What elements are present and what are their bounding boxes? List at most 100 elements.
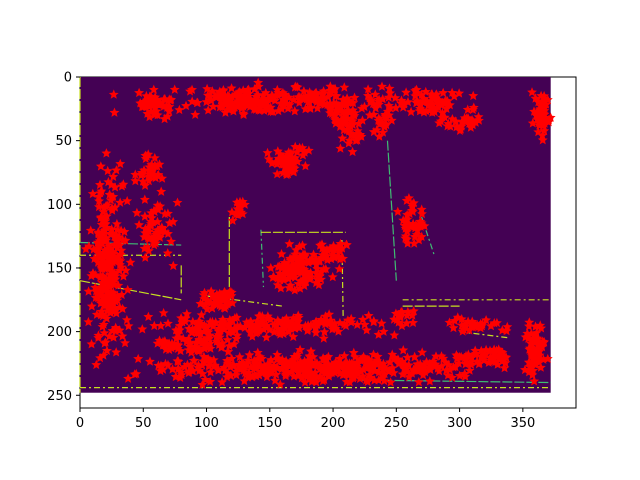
star-marker (302, 371, 312, 381)
star-marker (109, 107, 120, 117)
star-marker (117, 331, 128, 341)
star-marker (335, 361, 346, 372)
star-marker (93, 332, 104, 343)
star-marker (415, 359, 426, 369)
star-marker (402, 234, 412, 244)
star-marker (137, 169, 148, 179)
star-marker (196, 318, 206, 329)
star-marker (536, 101, 547, 111)
star-marker (106, 288, 117, 299)
star-marker (412, 365, 423, 376)
star-marker (146, 167, 157, 177)
star-marker (524, 344, 535, 354)
star-marker (164, 344, 175, 355)
star-marker (273, 317, 284, 327)
star-marker (453, 358, 464, 368)
star-marker (300, 377, 310, 387)
star-marker (201, 322, 212, 333)
star-marker (534, 350, 545, 360)
star-marker (352, 135, 363, 145)
star-marker (323, 91, 334, 102)
star-marker (366, 94, 377, 105)
star-marker (223, 346, 234, 356)
star-marker (305, 91, 316, 102)
star-marker (146, 207, 157, 218)
star-marker (486, 320, 496, 331)
star-marker (262, 313, 273, 323)
star-marker (224, 318, 234, 329)
star-marker (349, 359, 359, 370)
star-marker (416, 204, 427, 214)
star-marker (460, 319, 471, 329)
star-marker (225, 370, 236, 381)
star-marker (466, 352, 477, 362)
star-marker (237, 102, 247, 112)
star-marker (261, 362, 272, 372)
star-marker (468, 104, 478, 114)
star-marker (294, 241, 305, 251)
star-marker (120, 337, 130, 348)
star-marker (289, 106, 300, 116)
star-marker (529, 337, 540, 347)
star-marker (210, 317, 221, 327)
star-marker (178, 333, 189, 344)
star-marker (298, 86, 309, 96)
star-marker (402, 352, 413, 362)
star-marker (160, 358, 171, 369)
star-marker (415, 221, 426, 231)
star-marker (104, 189, 115, 199)
x-tick-label: 250 (384, 416, 409, 431)
star-marker (198, 356, 209, 366)
star-marker (227, 315, 238, 326)
star-marker (402, 214, 413, 224)
star-marker (99, 327, 110, 338)
star-marker (241, 358, 252, 369)
star-marker (207, 290, 218, 300)
star-marker (265, 367, 275, 377)
y-tick-label: 250 (47, 389, 72, 404)
star-marker (111, 165, 122, 175)
star-marker (347, 113, 358, 123)
star-marker (295, 344, 306, 355)
star-marker (103, 261, 114, 271)
star-marker (280, 263, 290, 273)
star-marker (351, 357, 362, 367)
star-marker (139, 243, 150, 253)
star-marker (205, 317, 216, 327)
star-marker (335, 121, 346, 131)
star-marker (356, 103, 367, 113)
star-marker (404, 371, 414, 382)
star-marker (399, 363, 410, 373)
star-marker (398, 359, 409, 369)
star-marker (299, 280, 310, 291)
star-marker (271, 362, 282, 373)
star-marker (280, 317, 290, 328)
star-marker (265, 106, 276, 116)
star-marker (164, 218, 175, 228)
star-marker (531, 327, 542, 338)
star-marker (252, 322, 263, 332)
star-marker (222, 334, 233, 345)
star-marker (428, 93, 439, 103)
star-marker (193, 317, 204, 327)
star-marker (293, 359, 304, 369)
star-marker (163, 318, 173, 328)
star-marker (337, 369, 348, 380)
star-marker (392, 206, 403, 216)
star-marker (456, 121, 467, 131)
star-marker (275, 283, 286, 293)
star-marker (523, 333, 534, 343)
star-marker (406, 106, 416, 117)
star-marker (300, 160, 311, 171)
star-marker (111, 347, 122, 357)
star-marker (339, 82, 350, 92)
star-marker (220, 99, 231, 109)
star-marker (115, 259, 125, 270)
star-marker (340, 320, 351, 331)
star-marker (368, 316, 379, 326)
star-marker (286, 366, 297, 377)
star-marker (389, 330, 400, 340)
star-marker (169, 84, 180, 94)
star-marker (352, 366, 363, 377)
star-marker (134, 87, 144, 98)
